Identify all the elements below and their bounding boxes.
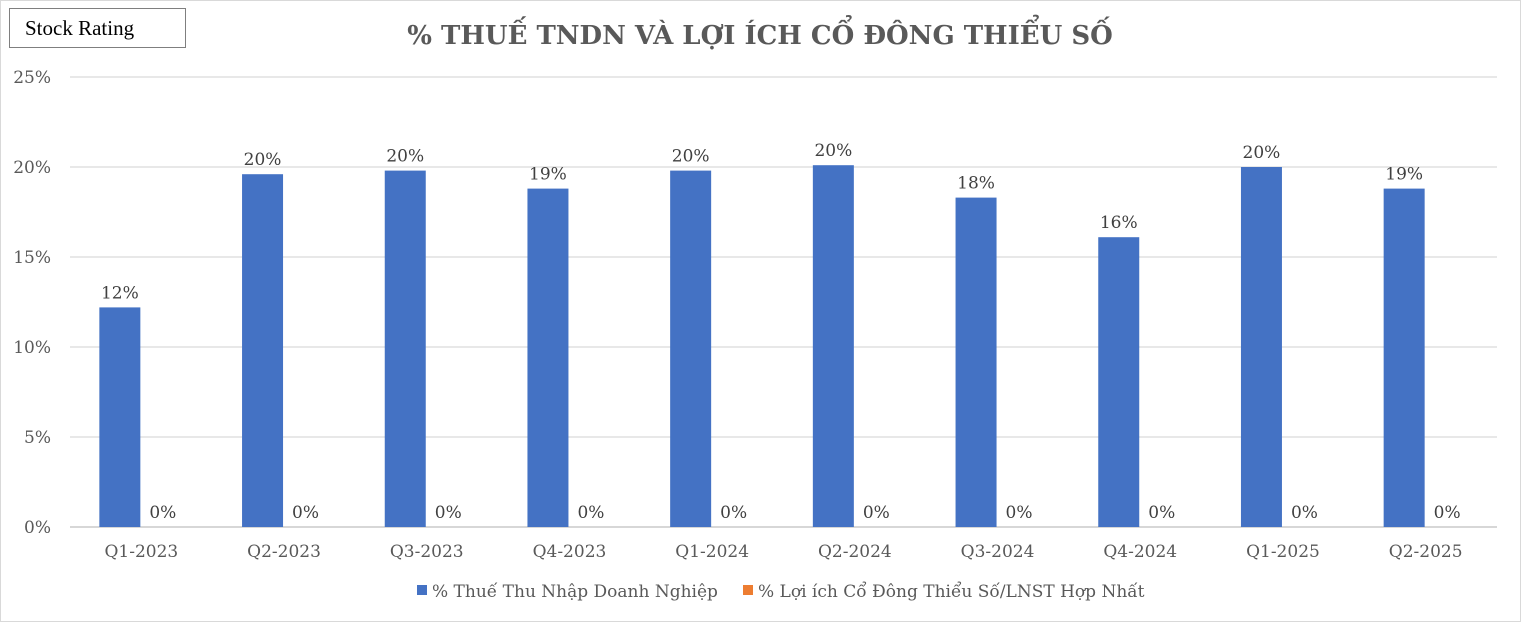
bar-tax bbox=[812, 165, 854, 527]
bars: 12% 0% 20% 0% 20% 0% 19% 0% 20% 0% 20% 0% 18% 0% 16% 0%… bbox=[99, 141, 1461, 527]
data-label: 20% bbox=[386, 147, 424, 167]
y-axis: 0% 5% 10% 15% 20% 25% bbox=[13, 68, 51, 538]
data-label: 0% bbox=[292, 503, 319, 523]
stock-rating-badge: Stock Rating bbox=[9, 8, 186, 48]
gridlines bbox=[70, 76, 1497, 528]
bar-tax bbox=[242, 174, 284, 527]
data-label: 18% bbox=[957, 174, 995, 194]
legend-swatch-tax bbox=[417, 585, 427, 595]
x-tick-label: Q4-2024 bbox=[1103, 542, 1177, 562]
x-axis: Q1-2023 Q2-2023 Q3-2023 Q4-2023 Q1-2024 Q2-20… bbox=[104, 542, 1462, 562]
bar-tax bbox=[99, 307, 141, 527]
y-tick-label: 10% bbox=[13, 338, 51, 358]
x-tick-label: Q1-2024 bbox=[675, 542, 749, 562]
data-label: 0% bbox=[149, 503, 176, 523]
y-tick-label: 5% bbox=[24, 428, 51, 448]
y-tick-label: 25% bbox=[13, 68, 51, 88]
bar-tax bbox=[1383, 188, 1425, 527]
data-label: 0% bbox=[435, 503, 462, 523]
data-label: 0% bbox=[577, 503, 604, 523]
bar-tax bbox=[1240, 167, 1282, 527]
bar-tax bbox=[527, 188, 569, 527]
data-label: 0% bbox=[1006, 503, 1033, 523]
data-label: 20% bbox=[244, 150, 282, 170]
x-tick-label: Q3-2024 bbox=[961, 542, 1035, 562]
data-label: 20% bbox=[1243, 143, 1281, 163]
legend: % Thuế Thu Nhập Doanh Nghiệp % Lợi ích Cổ… bbox=[417, 582, 1145, 602]
legend-label-tax: % Thuế Thu Nhập Doanh Nghiệp bbox=[432, 582, 718, 602]
y-tick-label: 0% bbox=[24, 518, 51, 538]
y-tick-label: 15% bbox=[13, 248, 51, 268]
bar-tax bbox=[670, 170, 712, 527]
x-tick-label: Q2-2023 bbox=[247, 542, 321, 562]
data-label: 19% bbox=[529, 165, 567, 185]
x-tick-label: Q1-2025 bbox=[1246, 542, 1320, 562]
data-label: 0% bbox=[1434, 503, 1461, 523]
bar-tax bbox=[384, 170, 426, 527]
x-tick-label: Q3-2023 bbox=[390, 542, 464, 562]
data-label: 12% bbox=[101, 283, 139, 303]
y-tick-label: 20% bbox=[13, 158, 51, 178]
chart-title: % THUẾ TNDN VÀ LỢI ÍCH CỔ ĐÔNG THIỂU SỐ bbox=[407, 14, 1113, 51]
data-label: 16% bbox=[1100, 213, 1138, 233]
bar-tax bbox=[955, 197, 997, 527]
bar-tax bbox=[1098, 237, 1140, 527]
data-label: 0% bbox=[1148, 503, 1175, 523]
data-label: 19% bbox=[1385, 165, 1423, 185]
data-label: 20% bbox=[672, 147, 710, 167]
x-tick-label: Q1-2023 bbox=[104, 542, 178, 562]
legend-swatch-minority bbox=[743, 585, 753, 595]
data-label: 0% bbox=[863, 503, 890, 523]
data-label: 20% bbox=[814, 141, 852, 161]
legend-label-minority: % Lợi ích Cổ Đông Thiểu Số/LNST Hợp Nhất bbox=[758, 582, 1145, 602]
data-label: 0% bbox=[720, 503, 747, 523]
x-tick-label: Q2-2025 bbox=[1389, 542, 1463, 562]
x-tick-label: Q4-2023 bbox=[533, 542, 607, 562]
x-tick-label: Q2-2024 bbox=[818, 542, 892, 562]
data-label: 0% bbox=[1291, 503, 1318, 523]
